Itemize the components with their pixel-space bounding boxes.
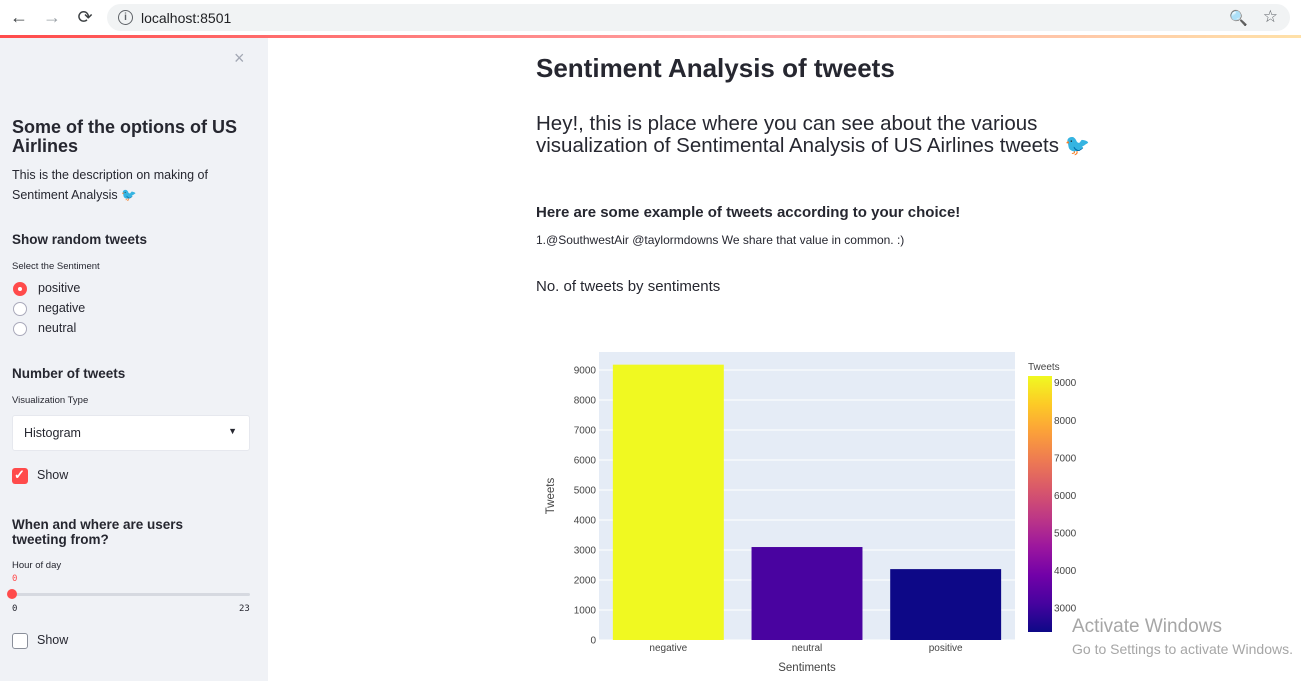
radio-positive-dot[interactable] xyxy=(13,282,27,296)
radio-neutral-label[interactable]: neutral xyxy=(38,321,77,335)
y-tick-label: 8000 xyxy=(574,396,597,407)
show-map-checkbox[interactable] xyxy=(12,633,28,649)
forward-icon[interactable]: → xyxy=(43,7,61,27)
slider-current-value: 0 xyxy=(12,574,18,584)
x-axis-title: Sentiments xyxy=(778,662,836,674)
y-tick-label: 0 xyxy=(590,636,596,647)
page-subtitle: Hey!, this is place where you can see ab… xyxy=(536,112,1091,157)
y-tick-label: 2000 xyxy=(574,576,597,587)
show-histogram-label[interactable]: Show xyxy=(37,468,69,482)
hour-slider-thumb[interactable] xyxy=(7,589,17,599)
y-tick-label: 6000 xyxy=(574,456,597,467)
zoom-icon[interactable]: 🔍 xyxy=(1229,10,1248,27)
colorbar-tick-label: 5000 xyxy=(1054,528,1077,539)
colorbar xyxy=(1028,376,1052,632)
page-title: Sentiment Analysis of tweets xyxy=(536,53,895,83)
example-tweet: 1.@SouthwestAir @taylormdowns We share t… xyxy=(536,233,905,247)
chevron-down-icon[interactable]: ▼ xyxy=(228,426,237,436)
bar-positive xyxy=(890,569,1002,640)
y-tick-label: 9000 xyxy=(574,366,597,377)
x-tick-label: neutral xyxy=(792,643,823,654)
bookmark-star-icon[interactable]: ☆ xyxy=(1262,7,1278,26)
colorbar-tick-label: 9000 xyxy=(1054,378,1077,389)
slider-min-label: 0 xyxy=(12,604,18,614)
radio-neutral-dot[interactable] xyxy=(13,322,27,336)
y-tick-label: 7000 xyxy=(574,426,597,437)
watermark-title: Activate Windows xyxy=(1072,616,1222,637)
x-tick-label: negative xyxy=(649,643,687,654)
show-map-label[interactable]: Show xyxy=(37,633,69,647)
sidebar-title: Some of the options of US Airlines xyxy=(12,117,237,156)
y-axis-title: Tweets xyxy=(545,478,557,515)
y-tick-label: 3000 xyxy=(574,546,597,557)
reload-icon[interactable]: ⟳ xyxy=(77,7,93,27)
y-tick-label: 5000 xyxy=(574,486,597,497)
sentiment-bar-chart[interactable]: 0 1000 2000 3000 4000 5000 6000 7000 8000 9000 neg… xyxy=(530,340,1090,680)
colorbar-tick-label: 8000 xyxy=(1054,416,1077,427)
radio-negative-label[interactable]: negative xyxy=(38,301,86,315)
chart-heading: No. of tweets by sentiments xyxy=(536,278,721,295)
slider-max-label: 23 xyxy=(239,604,250,614)
random-tweets-heading: Show random tweets xyxy=(12,232,148,247)
back-icon[interactable]: ← xyxy=(10,7,28,27)
show-histogram-checkbox[interactable] xyxy=(12,467,28,484)
example-heading: Here are some example of tweets accordin… xyxy=(536,204,961,221)
colorbar-title: Tweets xyxy=(1028,362,1060,373)
watermark-subtitle: Go to Settings to activate Windows. xyxy=(1072,641,1293,657)
info-icon[interactable]: i xyxy=(118,10,133,25)
colorbar-tick-label: 4000 xyxy=(1054,566,1077,577)
browser-toolbar: ← → ⟳ i localhost:8501 🔍 ☆ xyxy=(0,0,1301,35)
colorbar-tick-label: 3000 xyxy=(1054,604,1077,615)
visualization-type-select[interactable]: Histogram ▼ xyxy=(12,415,250,451)
colorbar-tick-label: 7000 xyxy=(1054,453,1077,464)
visualization-type-label: Visualization Type xyxy=(12,395,89,406)
sidebar: × Some of the options of US Airlines Thi… xyxy=(0,38,268,681)
hour-of-day-label: Hour of day xyxy=(12,560,62,571)
radio-negative-dot[interactable] xyxy=(13,302,27,316)
url-text[interactable]: localhost:8501 xyxy=(141,10,232,26)
sentiment-select-label: Select the Sentiment xyxy=(12,261,100,272)
radio-positive-label[interactable]: positive xyxy=(38,281,81,295)
number-of-tweets-heading: Number of tweets xyxy=(12,366,126,381)
y-tick-label: 4000 xyxy=(574,516,597,527)
hour-slider-track[interactable] xyxy=(12,593,250,596)
visualization-type-value[interactable]: Histogram xyxy=(24,426,81,440)
address-bar[interactable]: i localhost:8501 🔍 ☆ xyxy=(107,4,1290,31)
bar-neutral xyxy=(751,547,863,640)
x-tick-label: positive xyxy=(929,643,963,654)
sidebar-description: This is the description on making of Sen… xyxy=(12,168,208,202)
close-icon[interactable]: × xyxy=(234,48,245,68)
y-tick-label: 1000 xyxy=(574,606,597,617)
when-where-heading: When and where are users tweeting from? xyxy=(12,517,184,547)
app-accent-bar xyxy=(0,35,1301,38)
colorbar-tick-label: 6000 xyxy=(1054,491,1077,502)
bar-negative xyxy=(612,364,724,640)
